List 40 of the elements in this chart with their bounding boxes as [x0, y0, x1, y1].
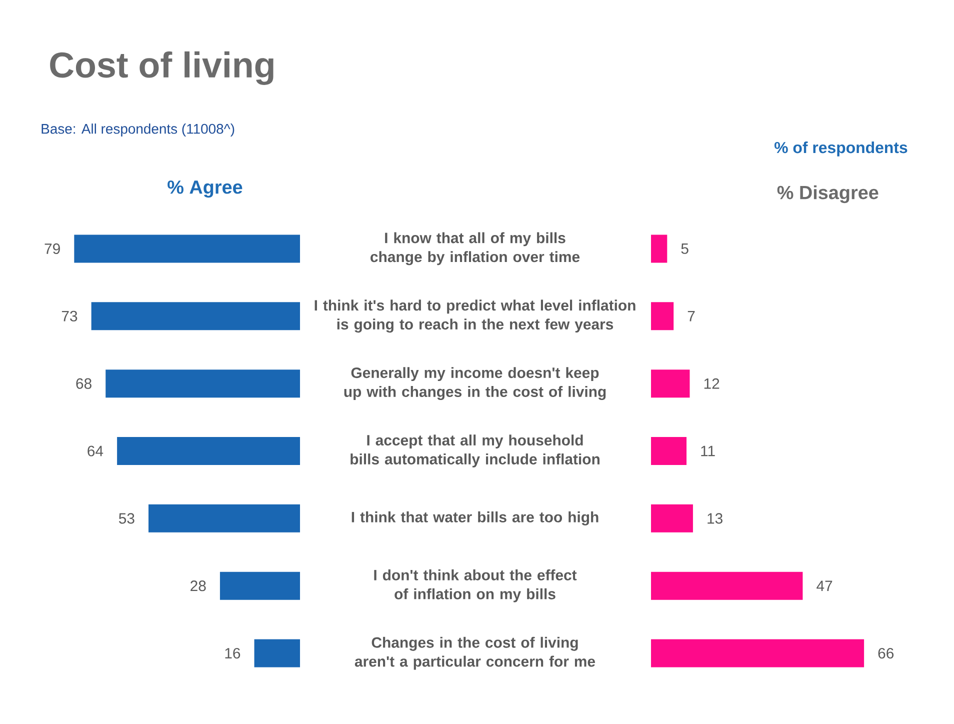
- data-label: 79: [44, 243, 60, 254]
- data-label: 13: [708, 513, 722, 524]
- data-label: 53: [118, 513, 134, 524]
- text: % of respondents: [774, 141, 908, 156]
- bar: [74, 234, 300, 263]
- chart-subtitle: Base: All respondents (11008^): [42, 124, 234, 137]
- data-label: 5: [681, 243, 688, 254]
- bar: [106, 370, 300, 398]
- bar: [254, 639, 300, 668]
- bar: [651, 639, 864, 668]
- x-axis-title: % Agree: [168, 180, 242, 198]
- data-label: 64: [88, 446, 104, 456]
- data-label: 66: [878, 648, 894, 659]
- bar: [117, 436, 300, 465]
- data-label: 73: [62, 310, 78, 322]
- y-tick-label: I think it's hard to predict what level inflation is going to reach in the next few years: [314, 300, 636, 333]
- data-label: 47: [816, 580, 832, 591]
- data-label: 68: [76, 378, 92, 389]
- bar: [148, 504, 300, 532]
- data-label: 11: [701, 446, 715, 456]
- y-tick-label: Generally my income doesn't keep up with changes in the cost of living: [344, 367, 606, 400]
- bar: [220, 572, 300, 600]
- bar: [651, 234, 668, 263]
- bar: [651, 504, 693, 532]
- data-label: 7: [688, 310, 695, 322]
- bar: [651, 436, 687, 465]
- bar: [651, 370, 690, 398]
- y-tick-label: I accept that all my household bills automatically include inflation: [350, 434, 600, 468]
- data-label: 16: [225, 648, 240, 659]
- bar: [651, 302, 674, 330]
- bar: [91, 302, 300, 330]
- chart-title: Cost of living: [50, 51, 274, 85]
- y-tick-label: Changes in the cost of living aren't a particular concern for me: [354, 636, 596, 670]
- data-label: 12: [704, 378, 720, 389]
- y-tick-label: I think that water bills are too high: [352, 511, 598, 526]
- bar: [651, 572, 803, 600]
- y-tick-label: I know that all of my bills change by inflation over time: [370, 232, 580, 266]
- x-axis-title: % Disagree: [777, 185, 878, 204]
- y-tick-label: I don't think about the effect of inflation on my bills: [374, 569, 577, 602]
- data-label: 28: [190, 580, 206, 592]
